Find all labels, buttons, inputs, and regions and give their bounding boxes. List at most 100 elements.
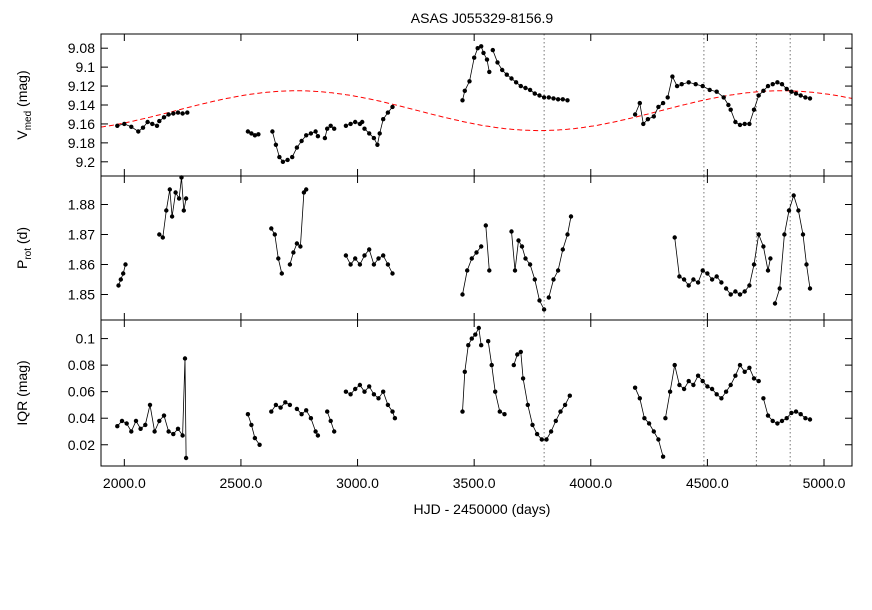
data-point [245,129,251,134]
data-point [555,97,561,102]
data-point [291,250,296,255]
y-tick-label: 0.08 [68,357,95,373]
data-point [509,76,514,81]
data-point [807,417,813,422]
panel-frame [100,33,853,177]
data-point [294,145,300,150]
data-point [645,117,651,122]
data-point [121,271,126,276]
x-tick-label: 5000.0 [803,475,846,491]
data-point [642,416,647,421]
data-point [681,386,687,392]
data-point [779,82,785,87]
data-point [304,408,309,413]
data-point [672,362,677,368]
data-point [479,244,484,249]
chart-panels: 9.08 9.1 9.12 9.14 9.16 9.18 9.2 Vmed (mag) 1.85… [14,33,853,491]
data-point [166,429,171,434]
data-point [257,442,262,447]
data-point [765,268,771,273]
data-point [807,286,813,291]
data-point [182,356,188,361]
data-point [551,96,556,101]
data-point [637,396,642,401]
data-point [728,382,733,388]
data-point [145,119,150,125]
data-point [796,208,801,213]
data-point [183,196,189,201]
data-point [353,256,358,261]
data-point [670,74,675,79]
y-tick-label: 0.02 [68,437,95,453]
data-line [487,341,505,415]
data-point [765,413,771,418]
panel-frame [100,175,853,321]
data-point [519,244,525,249]
data-point [779,418,785,424]
data-point [328,418,333,424]
data-point [641,121,646,127]
data-point [747,365,752,370]
y-axis-label-unit: (d) [14,227,30,248]
data-point [476,325,481,331]
data-point [124,421,129,426]
data-point [803,95,808,100]
data-point [534,431,540,437]
x-tick-label: 2500.0 [220,475,263,491]
data-point [751,262,757,267]
data-point [807,96,813,101]
data-line [674,237,722,287]
data-point [495,60,500,65]
data-point [483,223,488,228]
y-tick-label: 1.85 [68,287,95,303]
data-point [390,271,395,276]
data-point [768,256,773,261]
data-point [343,253,349,258]
data-point [789,89,794,94]
data-point [723,389,729,394]
data-point [555,268,561,273]
data-point [278,405,283,410]
data-point [298,244,303,249]
data-point [175,426,181,431]
data-point [663,416,668,421]
data-point [164,208,169,213]
data-point [565,98,570,103]
data-point [290,154,295,160]
data-point [390,104,395,110]
data-point [709,277,715,282]
y-tick-label: 9.18 [68,135,95,151]
y-axis-label: Prot (d) [14,227,34,269]
y-tick-label: 1.87 [68,227,95,243]
y-axis-label: Vmed (mag) [14,70,34,139]
data-point [472,55,477,60]
data-point [719,280,724,285]
data-point [157,232,162,237]
data-point [532,91,537,96]
data-point [560,247,565,252]
data-point [256,132,261,137]
data-point [513,80,519,85]
x-tick-label: 4500.0 [686,475,729,491]
data-point [565,232,570,237]
data-point [489,362,494,368]
data-point [761,88,766,94]
data-point [705,384,710,389]
data-point [786,208,792,213]
data-point [474,250,479,255]
data-point [532,277,537,282]
data-point [695,280,701,285]
data-point [385,110,391,115]
data-point [493,389,498,394]
data-point [181,208,186,213]
data-point [332,126,337,131]
data-point [674,83,680,89]
data-point [252,133,258,138]
data-point [558,409,563,414]
data-point [742,369,747,374]
y-tick-label: 0.06 [68,384,95,400]
data-point [143,422,148,428]
data-line [324,125,335,139]
y-axis-label-unit: (mag) [14,70,30,110]
chart-title: ASAS J055329-8156.9 [411,10,554,26]
